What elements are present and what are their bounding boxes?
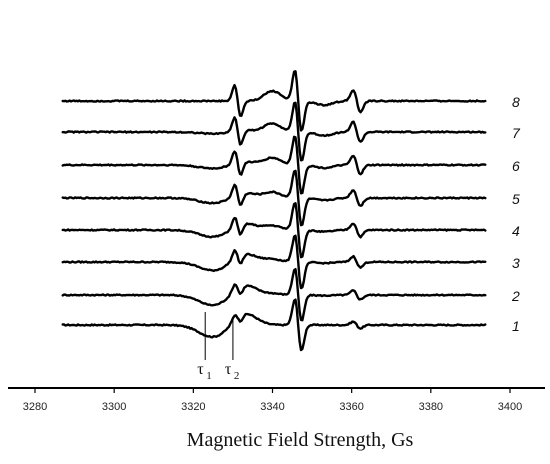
x-tick-label: 3380 (419, 401, 443, 413)
spectrum-trace-7 (61, 101, 487, 162)
tau-marker-subscript: 2 (234, 370, 240, 382)
curve-label-1: 1 (512, 318, 520, 334)
curve-label-3: 3 (512, 255, 520, 271)
spectrum-trace-6 (61, 135, 487, 195)
spectrum-trace-2 (61, 268, 487, 322)
x-tick-label: 3320 (181, 401, 205, 413)
x-tick-label: 3300 (102, 401, 126, 413)
spectra-traces (61, 70, 487, 352)
spectrum-trace-5 (61, 169, 487, 227)
spectrum-trace-4 (61, 202, 487, 259)
curve-label-5: 5 (512, 191, 520, 207)
tau-marker-label: τ (197, 361, 204, 378)
curve-labels: 1 2 3 4 5 6 7 8 (511, 94, 521, 334)
curve-label-6: 6 (512, 158, 520, 174)
curve-label-2: 2 (511, 288, 520, 304)
x-tick-label: 3340 (260, 401, 284, 413)
curve-label-8: 8 (512, 94, 520, 110)
x-tick-label: 3280 (23, 401, 47, 413)
spectrum-trace-3 (61, 234, 487, 290)
x-axis-ticks: 3280 3300 3320 3340 3360 3380 3400 (23, 388, 522, 413)
x-tick-label: 3400 (498, 401, 522, 413)
tau-marker-subscript: 1 (206, 370, 212, 382)
spectrum-trace-1 (61, 298, 487, 352)
curve-label-4: 4 (512, 223, 520, 239)
spectrum-trace-8 (61, 70, 487, 132)
curve-label-7: 7 (512, 125, 521, 141)
x-tick-label: 3360 (339, 401, 363, 413)
tau-marker-label: τ (225, 361, 232, 378)
x-axis-label: Magnetic Field Strength, Gs (187, 429, 414, 451)
